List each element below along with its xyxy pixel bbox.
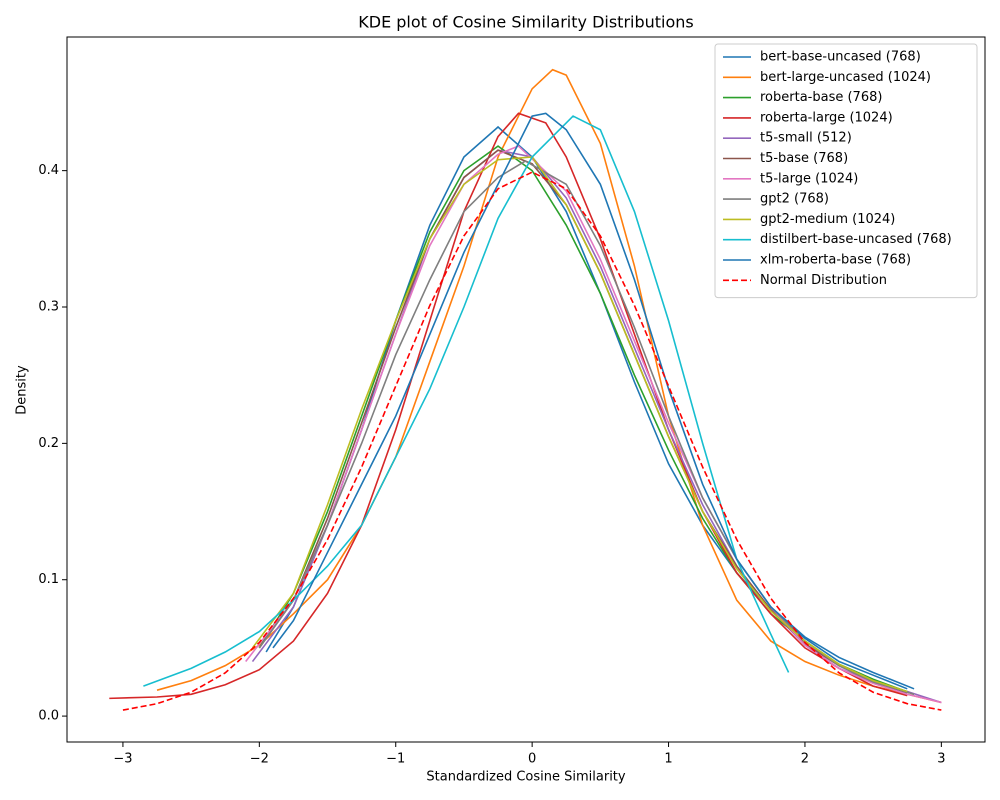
series-line (245, 145, 942, 704)
y-tick-label: 0.2 (38, 436, 59, 451)
series-line (122, 171, 942, 711)
chart-title: KDE plot of Cosine Similarity Distributi… (358, 13, 694, 32)
legend-label: gpt2-medium (1024) (760, 212, 895, 227)
legend-box (714, 43, 978, 299)
legend-label: bert-base-uncased (768) (760, 50, 921, 65)
x-tick-label: 1 (664, 752, 672, 767)
legend-label: distilbert-base-uncased (768) (760, 232, 952, 247)
legend-label: t5-small (512) (760, 131, 852, 146)
x-axis-label: Standardized Cosine Similarity (426, 770, 626, 785)
y-tick-label: 0.0 (38, 709, 59, 724)
x-tick-label: −3 (113, 752, 132, 767)
x-tick-label: 3 (937, 752, 945, 767)
legend-label: bert-large-uncased (1024) (760, 70, 931, 85)
y-tick-label: 0.1 (38, 572, 59, 587)
plot-frame (66, 36, 986, 743)
series-line (109, 112, 908, 700)
x-tick-label: 2 (801, 752, 809, 767)
y-tick-label: 0.3 (38, 300, 59, 315)
y-axis-label: Density (15, 365, 30, 415)
legend-label: xlm-roberta-base (768) (760, 253, 911, 268)
x-tick-label: −2 (250, 752, 269, 767)
legend-label: t5-large (1024) (760, 171, 858, 186)
legend-label: roberta-base (768) (760, 90, 882, 105)
series-line (156, 68, 942, 704)
legend-label: t5-base (768) (760, 151, 848, 166)
series-line (143, 115, 790, 687)
legend-label: Normal Distribution (760, 273, 887, 288)
x-tick-label: −1 (386, 752, 405, 767)
legend-label: gpt2 (768) (760, 192, 829, 207)
legend-label: roberta-large (1024) (760, 110, 893, 125)
x-tick-label: 0 (528, 752, 536, 767)
y-tick-label: 0.4 (38, 163, 59, 178)
